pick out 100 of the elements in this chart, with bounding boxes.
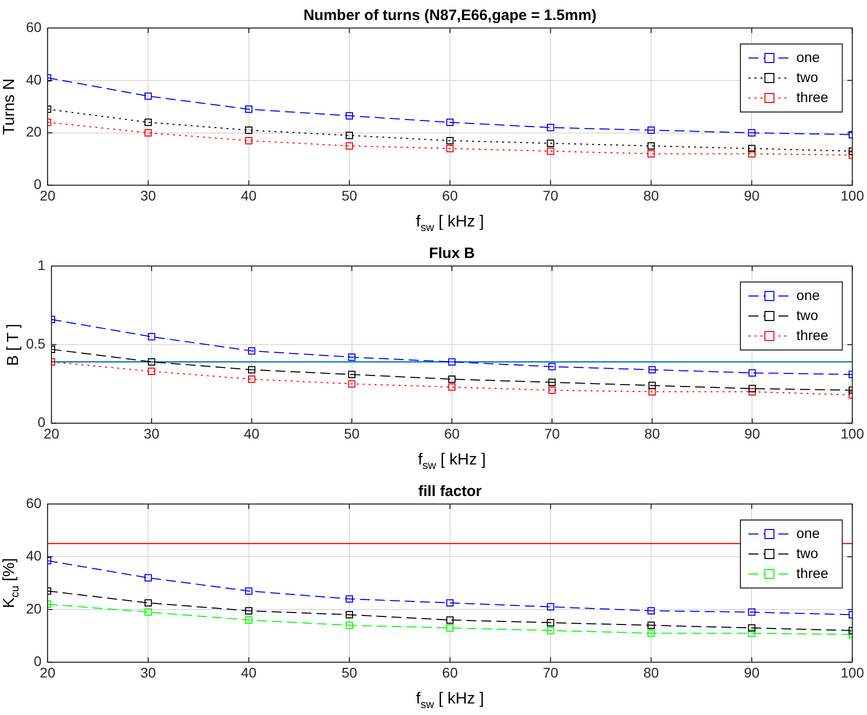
point [446, 136, 454, 144]
y-axis-title: Turns N [0, 78, 18, 135]
point [245, 106, 252, 113]
chart-title: Flux B [428, 245, 475, 262]
point [144, 608, 152, 616]
x-tick-label: 30 [140, 187, 156, 204]
point [548, 386, 556, 394]
point [748, 150, 756, 158]
point [148, 368, 156, 376]
x-tick-label: 60 [442, 187, 458, 204]
point [248, 366, 256, 374]
point [348, 380, 356, 388]
point [346, 611, 354, 618]
point [647, 142, 655, 150]
point [546, 147, 554, 155]
point [648, 382, 656, 390]
point [546, 140, 554, 147]
legend-label: two [796, 306, 818, 323]
y-axis-title: B [ T ] [4, 324, 22, 366]
x-tick-label: 80 [644, 425, 660, 442]
point [448, 383, 456, 391]
point [346, 622, 354, 629]
chart-title: fill factor [418, 483, 482, 500]
point [245, 136, 252, 144]
point [446, 144, 454, 152]
point [546, 626, 554, 634]
point [548, 378, 556, 386]
x-tick-label: 50 [342, 187, 358, 204]
point [647, 126, 655, 134]
y-tick-label: 20 [26, 600, 42, 616]
x-tick-label: 100 [840, 425, 864, 442]
x-tick-label: 30 [140, 664, 156, 680]
x-tick-label: 70 [542, 664, 559, 680]
x-tick-label: 90 [744, 664, 760, 680]
y-tick-label: 40 [26, 548, 42, 564]
point [348, 353, 356, 361]
point [346, 132, 354, 140]
point [144, 574, 152, 582]
point [546, 618, 554, 626]
point [245, 587, 252, 595]
y-tick-label: 0 [34, 176, 42, 192]
legend-label: two [796, 544, 818, 561]
point [148, 333, 156, 340]
legend-label: one [796, 48, 820, 65]
x-tick-label: 50 [342, 664, 358, 680]
legend-label: one [796, 286, 820, 303]
legend-label: one [796, 524, 820, 541]
point [448, 358, 456, 366]
point [748, 608, 756, 616]
x-tick-label: 50 [344, 425, 360, 442]
point [748, 388, 756, 396]
point [245, 616, 252, 624]
y-tick-label: 0.5 [26, 335, 46, 352]
point [748, 129, 756, 136]
point [446, 599, 454, 607]
x-tick-label: 70 [544, 425, 560, 442]
point [546, 603, 554, 611]
chart-title: Number of turns (N87,E66,gape = 1.5mm) [303, 7, 596, 24]
y-tick-label: 60 [26, 18, 42, 35]
point [148, 358, 156, 366]
y-tick-label: 0 [38, 414, 46, 430]
y-axis-title: Kcu [%] [0, 558, 22, 608]
legend-label: two [796, 68, 818, 85]
y-tick-label: 20 [26, 124, 42, 140]
point [446, 118, 454, 126]
point [446, 624, 454, 632]
point [446, 616, 454, 624]
point [647, 630, 655, 637]
point [248, 347, 256, 355]
point [647, 607, 655, 614]
x-tick-label: 80 [643, 187, 660, 204]
point [748, 369, 756, 377]
y-tick-label: 60 [26, 494, 42, 511]
point [245, 126, 252, 134]
point [144, 129, 152, 136]
x-tick-label: 100 [840, 187, 864, 204]
point [248, 376, 256, 383]
point [648, 366, 656, 374]
x-tick-label: 40 [240, 664, 257, 680]
point [748, 630, 756, 637]
point [144, 599, 152, 607]
y-tick-label: 1 [38, 256, 46, 273]
x-tick-label: 80 [643, 664, 660, 680]
x-tick-label: 40 [244, 425, 260, 442]
y-tick-label: 0 [34, 653, 42, 670]
point [546, 124, 554, 132]
point [748, 144, 756, 152]
point [348, 370, 356, 378]
point [748, 624, 756, 632]
point [144, 118, 152, 126]
legend-label: three [796, 88, 829, 105]
point [346, 595, 354, 603]
point [448, 376, 456, 383]
point [548, 362, 556, 370]
point [647, 622, 655, 629]
legend-label: three [796, 564, 829, 581]
point [245, 607, 252, 614]
x-tick-label: 100 [840, 664, 864, 680]
point [647, 150, 655, 158]
x-tick-label: 60 [442, 664, 458, 680]
